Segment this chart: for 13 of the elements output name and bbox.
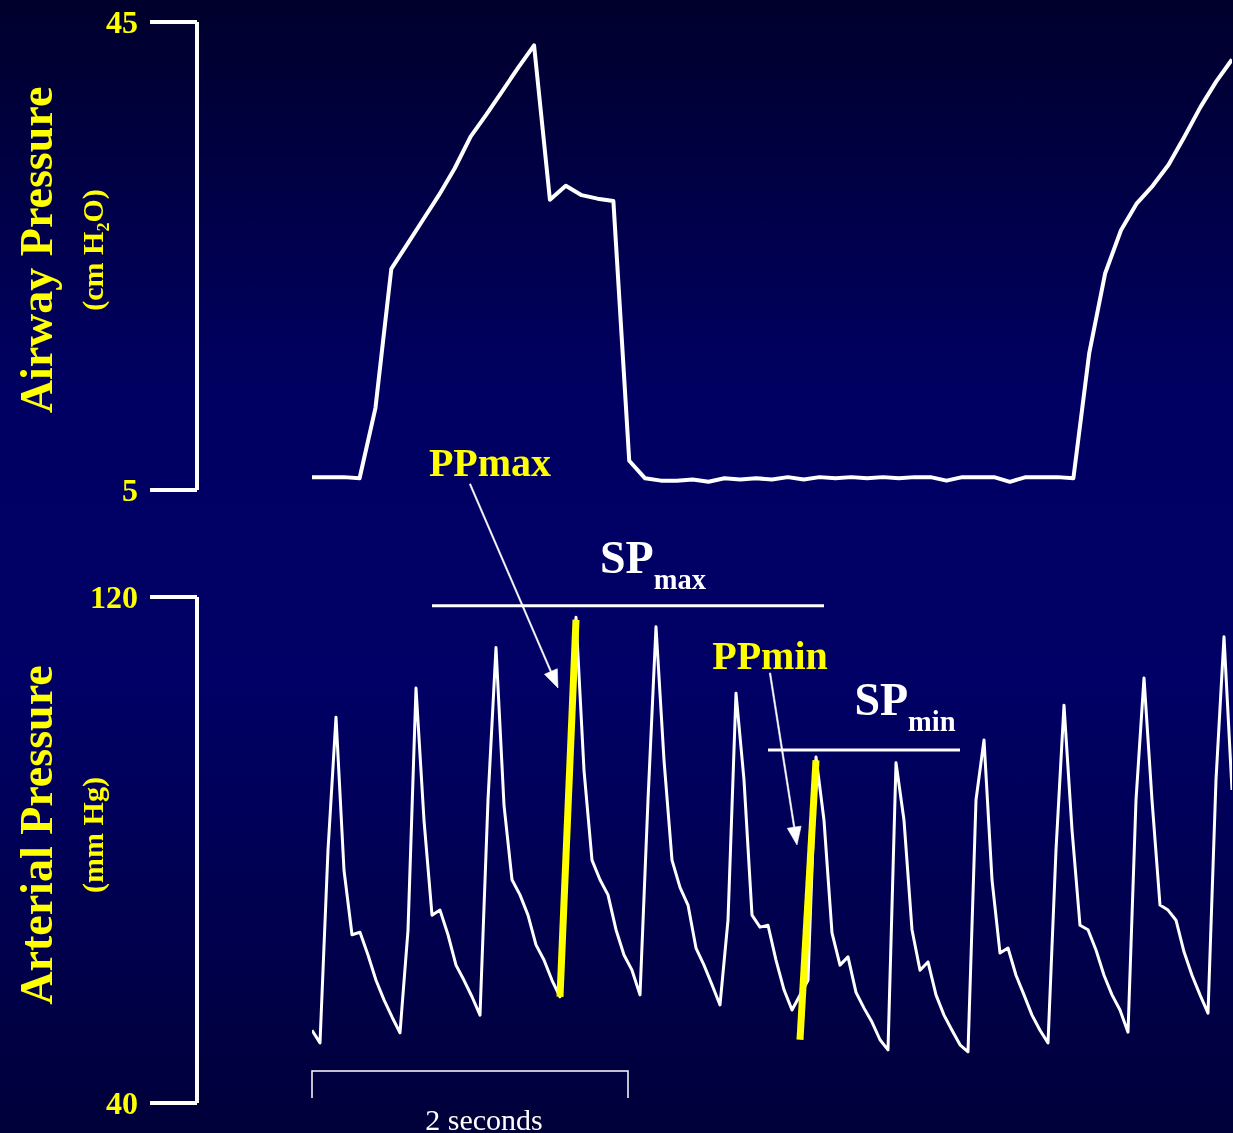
annotation: PPmax: [428, 440, 552, 485]
line-series: [312, 615, 1232, 1054]
text: SP$_{max}$: [600, 532, 707, 595]
annotation: PPmin: [712, 633, 828, 678]
annotation: 2 seconds: [425, 1103, 543, 1133]
line-series: [312, 43, 1232, 484]
y-tick-label: 120: [90, 579, 138, 616]
y-tick-label: 5: [122, 472, 138, 509]
y-tick-label: 45: [106, 4, 138, 41]
y-axis-title: Airway Pressure (cm H₂O): [10, 86, 110, 414]
annotation: SP$_{min}$: [854, 674, 956, 737]
y-axis-title: Arterial Pressure (mm Hg): [10, 665, 110, 1005]
y-tick-label: 40: [106, 1085, 138, 1122]
